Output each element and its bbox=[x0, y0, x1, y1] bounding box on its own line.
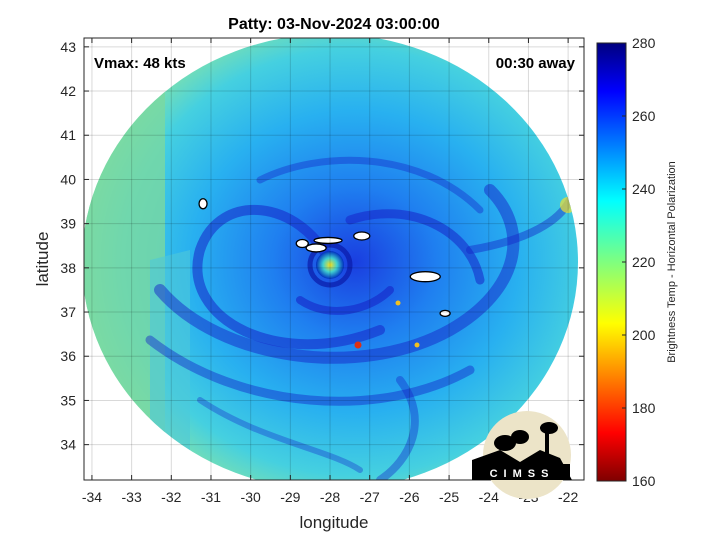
x-tick-label: -26 bbox=[399, 489, 419, 505]
island-outline bbox=[313, 236, 343, 245]
colorbar-tick-label: 180 bbox=[632, 400, 656, 416]
spiral-bands bbox=[145, 156, 574, 480]
island-outline bbox=[409, 271, 441, 283]
colorbar-tick-label: 220 bbox=[632, 254, 656, 270]
y-tick-label: 39 bbox=[60, 216, 76, 232]
y-tick-label: 35 bbox=[60, 392, 76, 408]
island-outline bbox=[198, 198, 208, 210]
y-axis-ticks: 34 35 36 37 38 39 40 41 42 43 bbox=[60, 39, 584, 453]
warm-spot bbox=[395, 300, 401, 306]
water-tower-icon bbox=[545, 432, 549, 462]
logo-banner bbox=[474, 464, 570, 480]
x-tick-label: -24 bbox=[479, 489, 499, 505]
chart-title: Patty: 03-Nov-2024 03:00:00 bbox=[228, 16, 440, 33]
satellite-dish-icon bbox=[494, 435, 516, 451]
satellite-dish-icon bbox=[511, 430, 529, 444]
island-coastlines bbox=[198, 198, 451, 318]
colorbar-ticks: 160 180 200 220 240 260 280 bbox=[622, 35, 656, 489]
y-tick-label: 43 bbox=[60, 39, 76, 55]
y-tick-label: 40 bbox=[60, 171, 76, 187]
island-outline bbox=[439, 309, 451, 318]
y-tick-label: 42 bbox=[60, 83, 76, 99]
colorbar-tick-label: 280 bbox=[632, 35, 656, 51]
colorbar-gradient bbox=[596, 42, 627, 482]
x-tick-label: -29 bbox=[280, 489, 300, 505]
island-outline bbox=[353, 231, 371, 241]
cimss-logo: CIMSS bbox=[472, 411, 572, 499]
island-outline bbox=[295, 238, 309, 249]
colorbar-tick-label: 200 bbox=[632, 327, 656, 343]
y-tick-label: 34 bbox=[60, 437, 76, 453]
y-tick-label: 36 bbox=[60, 348, 76, 364]
y-axis-label: latitude bbox=[33, 232, 52, 287]
y-tick-label: 38 bbox=[60, 260, 76, 276]
eyewall bbox=[307, 242, 353, 288]
x-tick-label: -33 bbox=[122, 489, 142, 505]
logo-text: CIMSS bbox=[490, 468, 555, 480]
colorbar-tick-label: 160 bbox=[632, 473, 656, 489]
x-tick-label: -31 bbox=[201, 489, 221, 505]
time-offset-label: 00:30 away bbox=[496, 55, 576, 72]
x-axis-ticks: -34-33-32-31-30-29-28-27-26-25-24-23-22 bbox=[82, 38, 578, 505]
island-outline bbox=[305, 243, 327, 253]
x-tick-label: -22 bbox=[558, 489, 578, 505]
colorbar-label: Brightness Temp - Horizontal Polarizatio… bbox=[666, 161, 678, 363]
x-tick-label: -34 bbox=[82, 489, 102, 505]
water-tower-tank bbox=[540, 422, 558, 434]
y-tick-label: 41 bbox=[60, 127, 76, 143]
x-tick-label: -25 bbox=[439, 489, 459, 505]
colorbar-tick-label: 260 bbox=[632, 108, 656, 124]
warm-spot bbox=[414, 342, 420, 348]
axes-box bbox=[83, 37, 585, 481]
y-tick-label: 37 bbox=[60, 304, 76, 320]
colorbar-tick-label: 240 bbox=[632, 181, 656, 197]
warm-spot bbox=[354, 341, 362, 349]
x-axis-label: longitude bbox=[299, 513, 368, 532]
x-tick-label: -30 bbox=[241, 489, 261, 505]
x-tick-label: -32 bbox=[161, 489, 181, 505]
storm-eye bbox=[316, 251, 344, 279]
vmax-label: Vmax: 48 kts bbox=[94, 55, 186, 72]
x-tick-label: -28 bbox=[320, 489, 340, 505]
grid-lines bbox=[84, 38, 584, 480]
x-tick-label: -27 bbox=[360, 489, 380, 505]
colorbar: 160 180 200 220 240 260 280 Brightness Temp - … bbox=[596, 35, 678, 489]
